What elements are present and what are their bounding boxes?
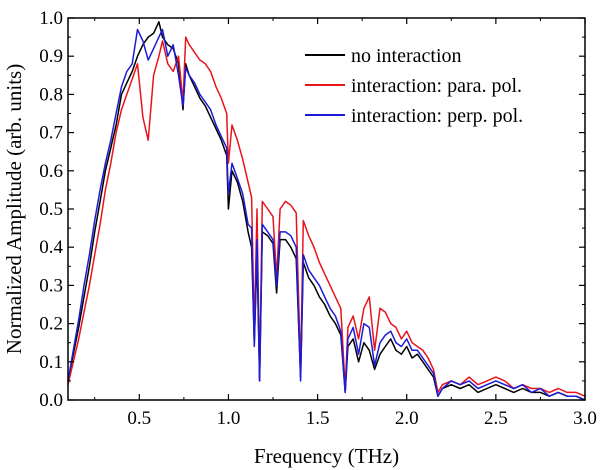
x-tick-label: 0.5 (127, 408, 151, 429)
ticks-layer: 0.5 1.0 1.5 2.0 2.5 3.0 0.0 0.1 0.2 0.3 0.4 0.5 0.6 0… (39, 8, 597, 429)
series-line-2 (67, 36, 586, 397)
legend-label-2: interaction: para. pol. (351, 75, 522, 97)
series-layer (67, 21, 586, 401)
legend-label-3: interaction: perp. pol. (351, 105, 523, 127)
x-tick-label: 2.0 (395, 408, 419, 429)
y-tick-label: 0.6 (39, 161, 63, 182)
y-tick-label: 0.9 (39, 46, 63, 67)
y-axis-title: Normalized Amplitude (arb. units) (2, 64, 26, 354)
y-tick-label: 1.0 (39, 8, 63, 29)
y-tick-label: 0.0 (39, 390, 63, 411)
y-tick-label: 0.8 (39, 84, 63, 105)
x-tick-label: 2.5 (484, 408, 508, 429)
y-tick-label: 0.5 (39, 199, 63, 220)
series-line-3 (67, 28, 586, 401)
y-tick-label: 0.7 (39, 123, 63, 144)
legend-label-1: no interaction (351, 45, 462, 67)
legend: no interaction interaction: para. pol. int… (305, 45, 523, 127)
series-line-1 (67, 21, 586, 401)
x-tick-label: 1.5 (306, 408, 330, 429)
x-tick-label: 3.0 (573, 408, 597, 429)
x-axis-title: Frequency (THz) (254, 444, 399, 468)
y-tick-label: 0.3 (39, 275, 63, 296)
y-tick-label: 0.2 (39, 314, 63, 335)
y-tick-label: 0.4 (39, 237, 63, 258)
x-tick-label: 1.0 (217, 408, 241, 429)
y-tick-label: 0.1 (39, 352, 63, 373)
